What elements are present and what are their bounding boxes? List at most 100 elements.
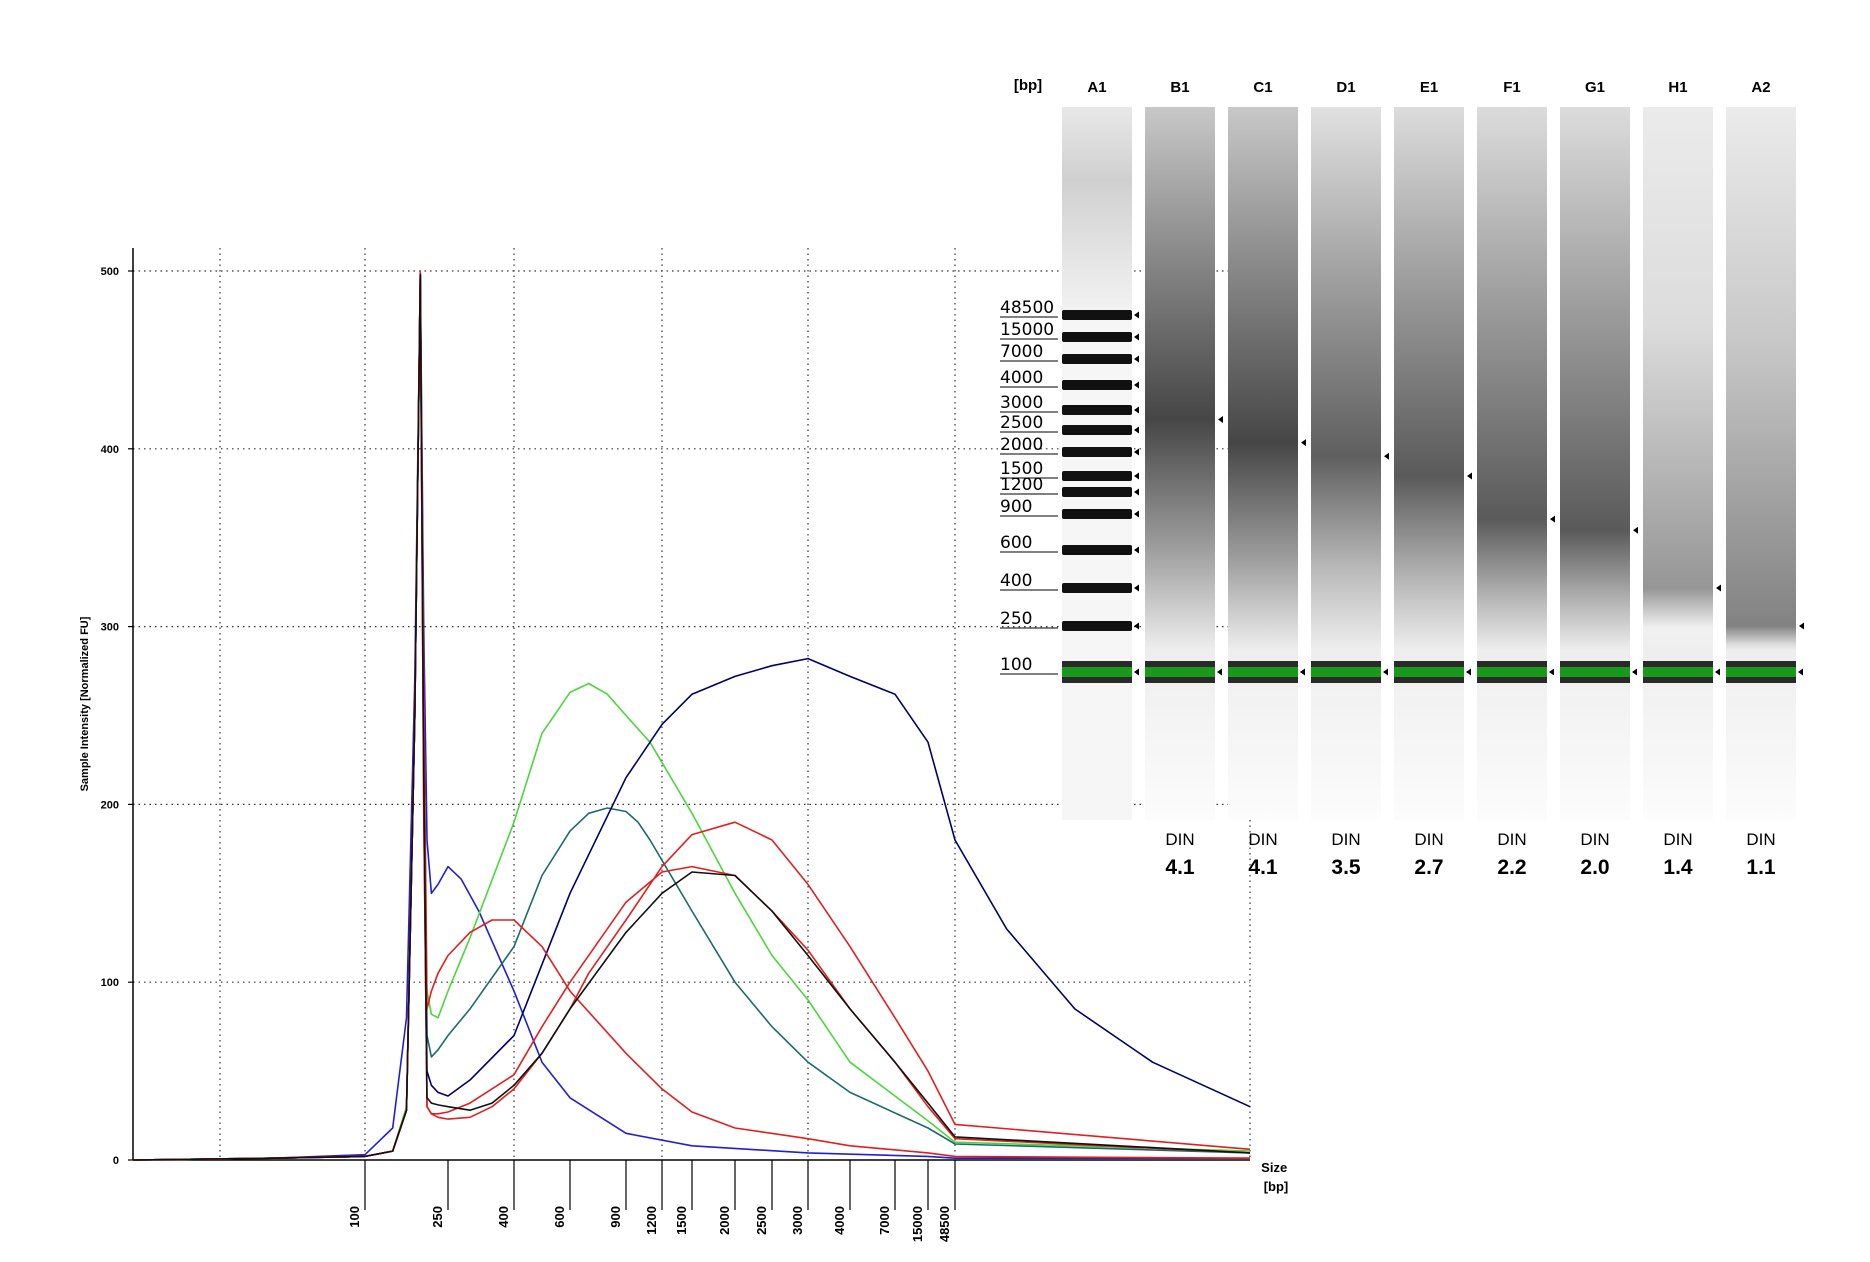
din-value: 2.2 [1497,856,1526,879]
din-label: DIN [1165,830,1194,849]
peak-marker-icon [1384,452,1389,460]
band-marker-icon [1134,510,1139,518]
y-tick-label: 500 [101,266,119,278]
band-marker-icon [1134,381,1139,389]
gel-lane-B1: B1 [1145,79,1223,820]
lower-marker-band [1726,667,1796,677]
din-label: DIN [1331,830,1360,849]
peak-marker-icon [1218,416,1223,424]
gel-bp-header: [bp] [1014,77,1042,94]
ladder-band [1062,509,1132,519]
ladder-size-label: 1200 [1000,475,1043,495]
ladder-size-label: 900 [1000,497,1032,517]
band-marker-icon [1134,488,1139,496]
band-marker-icon [1134,448,1139,456]
ladder-band [1062,380,1132,390]
data-series [132,270,1251,1161]
din-label: DIN [1663,830,1692,849]
sample-smear [1228,107,1298,820]
peak-marker-icon [1467,472,1472,480]
peak-marker-icon [1716,584,1721,592]
gel-lane-H1: H1 [1643,79,1721,820]
series-line-8 [132,273,1251,1161]
din-value: 4.1 [1165,856,1195,879]
lower-marker-band [1145,667,1215,677]
ladder-size-label: 600 [1000,533,1032,553]
lane-label: A2 [1751,79,1770,96]
marker-icon [1632,668,1637,676]
lower-marker-band [1560,667,1630,677]
ladder-size-label: 15000 [1000,320,1054,340]
din-label: DIN [1497,830,1526,849]
marker-icon [1383,668,1388,676]
band-marker-icon [1134,426,1139,434]
ladder-band [1062,447,1132,457]
ladder-size-label: 2500 [1000,413,1043,433]
lane-label: C1 [1253,79,1272,96]
lane-label: B1 [1170,79,1189,96]
x-tick-label: 1200 [644,1206,659,1235]
marker-icon [1217,668,1222,676]
x-tick-label: 900 [608,1206,623,1228]
band-marker-icon [1134,406,1139,414]
band-marker-icon [1134,472,1139,480]
ladder-band [1062,545,1132,555]
marker-icon [1715,668,1720,676]
din-label: DIN [1248,830,1277,849]
ladder-band [1062,425,1132,435]
din-value: 1.4 [1663,856,1693,879]
gel-lane-A2: A2 [1726,79,1804,820]
x-tick-label: 1500 [674,1206,689,1235]
sample-smear [1394,107,1464,820]
din-value: 3.5 [1331,856,1361,879]
ladder-band [1062,471,1132,481]
ladder-lane-smear [1062,107,1132,317]
din-value: 1.1 [1746,856,1776,879]
lower-marker-band [1643,667,1713,677]
x-tick-label: 7000 [877,1206,892,1235]
y-ticks: 0 100 200 300 400 500 [101,266,133,1167]
ladder-size-label: 100 [1000,655,1032,675]
din-label: DIN [1746,830,1775,849]
x-tick-label: 2500 [754,1206,769,1235]
y-axis-title: Sample Intensity [Normalized FU] [79,616,91,791]
gel-lane-F1: F1 [1477,79,1555,820]
ladder-band [1062,310,1132,320]
x-tick-label: 48500 [937,1206,952,1242]
x-axis-title-line-2: [bp] [1264,1179,1289,1194]
x-tick-label: 2000 [717,1206,732,1235]
lower-marker-band [1062,667,1132,677]
ladder-band [1062,487,1132,497]
x-axis-title: Size [bp] [1261,1160,1291,1194]
marker-icon [1798,668,1803,676]
x-axis-title-line-1: Size [1261,1160,1287,1175]
peak-marker-icon [1550,515,1555,523]
y-tick-label: 0 [113,1155,119,1167]
ladder-size-label: 4000 [1000,368,1043,388]
marker-icon [1549,668,1554,676]
lane-label: H1 [1668,79,1687,96]
din-label: DIN [1414,830,1443,849]
y-tick-label: 400 [101,444,119,456]
marker-icon [1300,668,1305,676]
lane-label: A1 [1087,79,1106,96]
y-tick-label: 100 [101,977,119,989]
lower-marker-band [1311,667,1381,677]
x-tick-label: 4000 [832,1206,847,1235]
din-value: 4.1 [1248,856,1278,879]
lower-marker-band [1228,667,1298,677]
band-marker-icon [1134,584,1139,592]
lower-marker-band [1477,667,1547,677]
band-marker-icon [1134,311,1139,319]
sample-smear [1643,107,1713,820]
ladder-size-label: 250 [1000,609,1032,629]
ladder-band [1062,332,1132,342]
din-value: 2.0 [1580,856,1609,879]
peak-marker-icon [1301,439,1306,447]
sample-smear [1726,107,1796,820]
band-marker-icon [1134,546,1139,554]
